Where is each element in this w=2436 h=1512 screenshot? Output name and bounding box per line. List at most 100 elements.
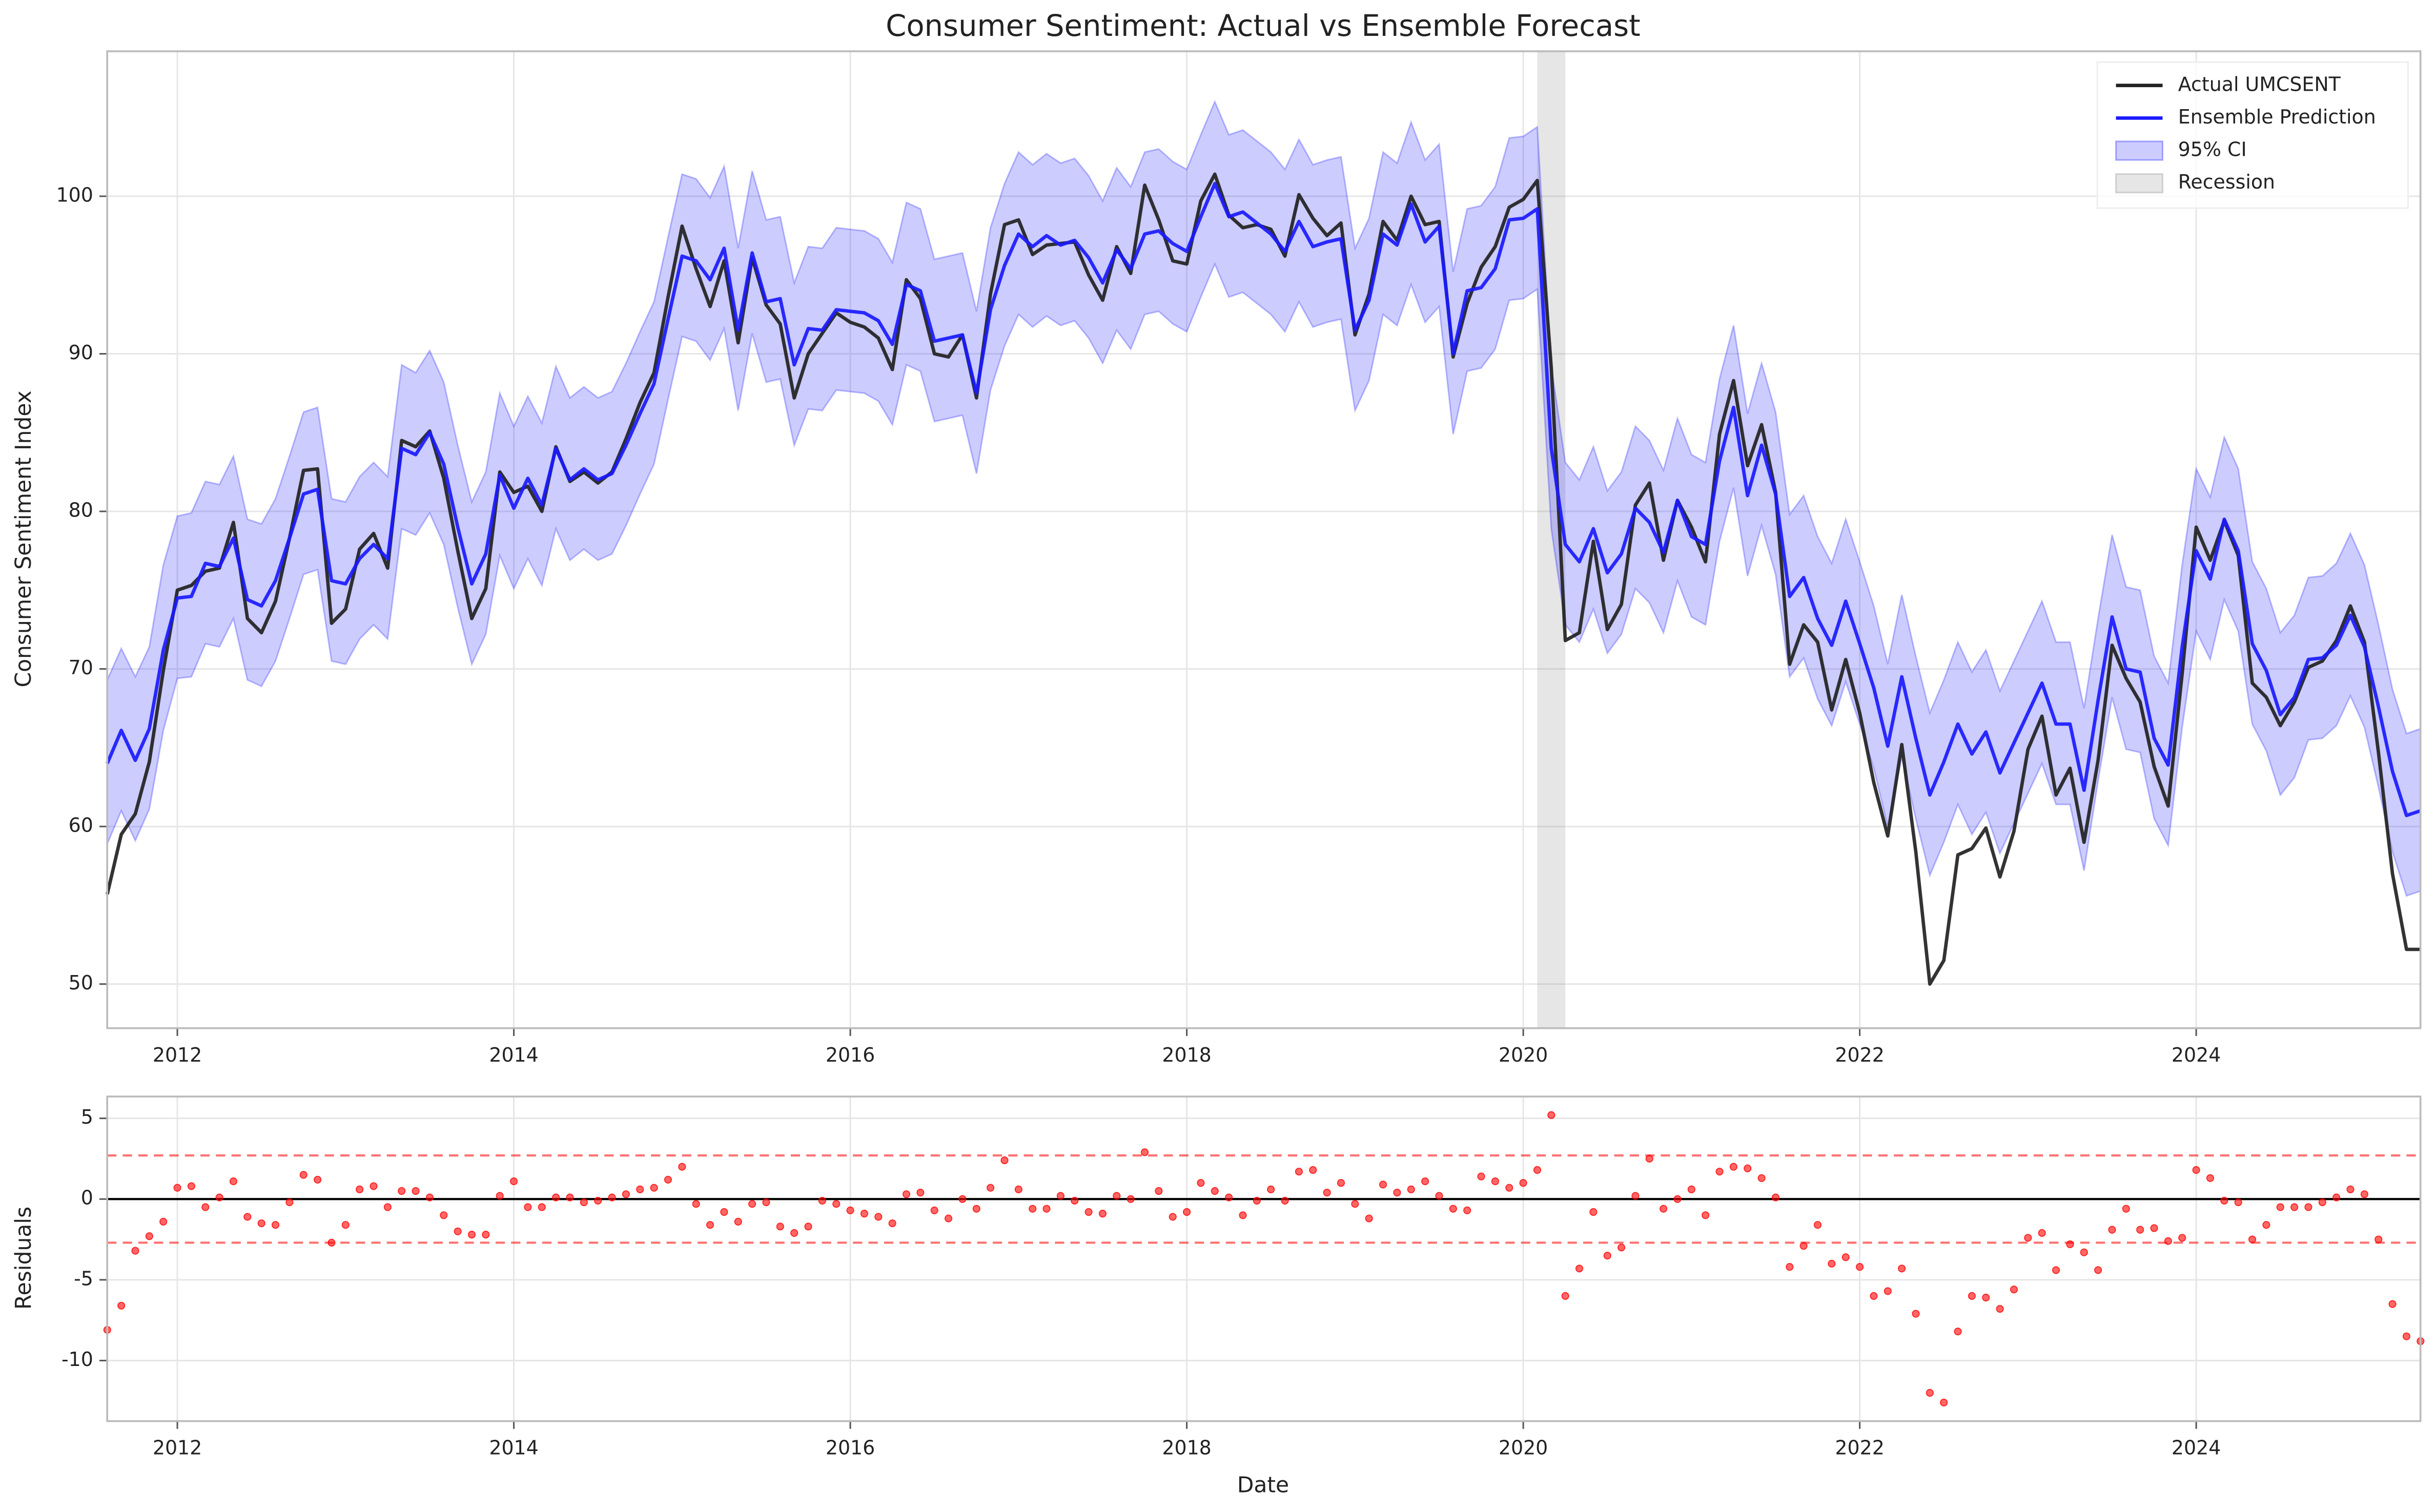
residual-point [1477,1172,1485,1180]
x-tick-label: 2020 [1499,1437,1548,1459]
residual-point [2332,1193,2341,1202]
residual-point [2234,1198,2242,1207]
residual-point [1155,1187,1163,1195]
residual-point [314,1175,322,1184]
residual-point [271,1221,280,1229]
residual-point [1000,1156,1009,1165]
residual-point [257,1219,265,1228]
residual-point [1029,1205,1037,1213]
residual-point [1673,1195,1682,1203]
residual-point [1323,1189,1331,1197]
residual-point [524,1203,532,1211]
residual-point [1014,1185,1022,1193]
residual-point [356,1185,364,1193]
residual-point [2304,1203,2312,1211]
residual-point [692,1200,700,1208]
residual-point [1715,1168,1724,1176]
residual-point [2290,1203,2299,1211]
residual-point [173,1184,181,1192]
x-tick-label: 2012 [153,1044,202,1066]
residual-point [1365,1214,1373,1223]
x-tick-label: 2024 [2172,1437,2221,1459]
residual-point [552,1193,560,1202]
residual-point [1183,1208,1191,1216]
residual-point [538,1203,546,1211]
residual-point [509,1177,518,1186]
x-tick-label: 2018 [1162,1044,1211,1066]
residual-point [636,1185,644,1193]
residual-point [987,1184,995,1192]
residual-point [2388,1300,2397,1308]
residual-point [1884,1287,1892,1295]
residual-point [916,1189,925,1197]
residual-point [1379,1180,1387,1189]
residual-point [958,1195,967,1203]
residual-point [1729,1163,1737,1171]
residual-point [1954,1328,1962,1336]
residual-point [2024,1234,2032,1242]
axes-frame [106,1095,2422,1422]
residual-point [566,1193,574,1202]
residual-point [2094,1266,2102,1274]
residual-point [734,1217,742,1226]
residual-point [454,1227,462,1235]
residual-point [341,1221,350,1229]
y-tick-label: 0 [81,1187,93,1209]
residual-point [650,1184,658,1192]
residual-point [467,1231,476,1239]
residual-point [2150,1224,2158,1232]
x-tick-label: 2014 [489,1044,538,1066]
residual-point [229,1177,238,1186]
x-tick-label: 2016 [826,1437,875,1459]
residual-point [1435,1192,1443,1200]
x-tick-label: 2022 [1835,1437,1884,1459]
legend-label: Ensemble Prediction [2178,106,2376,128]
residual-point [1631,1192,1640,1200]
residual-point [1898,1265,1906,1273]
residual-point [1912,1310,1920,1318]
residual-point [2108,1226,2116,1234]
residual-point [1940,1398,1948,1406]
x-axis-label: Date [1237,1473,1289,1498]
residual-point [804,1223,812,1231]
residual-point [1617,1244,1626,1252]
legend-swatch [2115,173,2164,194]
residual-point [1127,1195,1135,1203]
x-tick-label: 2012 [153,1437,202,1459]
residual-point [972,1205,980,1213]
residual-point [1098,1210,1107,1218]
residual-point [2360,1190,2368,1198]
residual-point [1225,1193,1233,1202]
residual-point [243,1213,252,1221]
residual-point [370,1182,378,1190]
residual-point [1337,1179,1345,1187]
residual-point [678,1163,686,1171]
residual-point [1295,1168,1303,1176]
residual-point [1926,1389,1934,1397]
residual-point [1197,1179,1205,1187]
residual-point [383,1203,392,1211]
residual-point [1421,1177,1429,1186]
residual-point [1813,1221,1822,1229]
y-tick-label: 90 [69,341,93,364]
residual-point [1084,1208,1093,1216]
residual-point [2066,1240,2074,1249]
residual-point [1169,1213,1177,1221]
residual-point [2402,1332,2411,1340]
residual-point [1771,1193,1780,1202]
residual-point [1393,1189,1401,1197]
residual-point [1786,1263,1794,1271]
residual-point [1449,1205,1457,1213]
residual-point [299,1171,308,1179]
residual-point [1841,1253,1850,1261]
residual-point [2346,1185,2355,1193]
y-tick-label: 80 [69,499,93,522]
residual-point [1281,1196,1289,1205]
residual-point [1533,1166,1542,1174]
residual-point [818,1196,826,1205]
residual-point [2262,1221,2270,1229]
residual-point [2220,1196,2228,1205]
y-tick-label: 60 [69,814,93,837]
